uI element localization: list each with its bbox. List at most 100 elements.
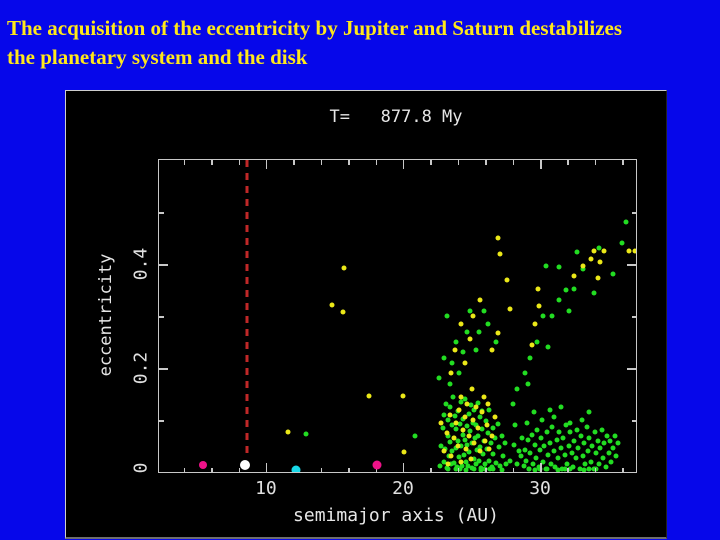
disk-particles-green-point [493, 460, 499, 466]
disk-particles-yellow-point [447, 412, 453, 418]
disk-particles-green-point [533, 455, 539, 461]
disk-particles-green-point [601, 440, 607, 446]
disk-particles-yellow-point [340, 309, 346, 315]
y-axis-tick [159, 420, 164, 422]
x-axis-tick [512, 467, 515, 472]
disk-particles-green-point [478, 467, 484, 472]
disk-particles-green-point [623, 219, 629, 225]
disk-particles-green-point [551, 448, 557, 454]
disk-particles-green-point [467, 308, 473, 314]
disk-particles-green-point [573, 455, 579, 461]
disk-particles-green-point [448, 461, 454, 467]
disk-particles-green-point [464, 423, 470, 429]
disk-particles-green-point [592, 429, 598, 435]
x-axis-tick [457, 467, 460, 472]
x-tick-label: 20 [392, 478, 414, 499]
disk-particles-green-point [524, 420, 530, 426]
disk-particles-green-point [525, 381, 531, 387]
disk-particles-green-point [516, 448, 522, 454]
disk-particles-green-point [527, 450, 533, 456]
disk-particles-green-point [545, 344, 551, 350]
disk-particles-green-point [577, 466, 583, 472]
disk-particles-green-point [303, 431, 309, 437]
slide-title: The acquisition of the eccentricity by J… [7, 14, 713, 72]
x-axis-tick [594, 467, 597, 472]
disk-particles-yellow-point [495, 235, 501, 241]
disk-particles-green-point [603, 464, 609, 470]
disk-particles-green-point [521, 463, 527, 469]
x-axis-tick [622, 467, 624, 472]
disk-particles-green-point [549, 424, 555, 430]
disk-particles-green-point [610, 445, 616, 451]
x-axis-tick [238, 160, 240, 165]
disk-particles-green-point [532, 442, 538, 448]
disk-particles-green-point [471, 466, 477, 472]
disk-particles-green-point [545, 452, 551, 458]
disk-particles-green-point [444, 313, 450, 319]
disk-particles-green-point [484, 446, 490, 452]
x-tick-label: 30 [529, 478, 551, 499]
disk-particles-yellow-point [466, 433, 472, 439]
disk-particles-green-point [555, 467, 561, 472]
disk-particles-green-point [567, 420, 573, 426]
x-axis-tick [430, 467, 432, 472]
disk-particles-green-point [563, 287, 569, 293]
disk-particles-green-point [575, 445, 581, 451]
disk-particles-yellow-point [481, 394, 487, 400]
disk-particles-green-point [499, 433, 505, 439]
disk-particles-green-point [462, 396, 468, 402]
x-axis-tick [293, 160, 295, 165]
disk-particles-green-point [582, 461, 588, 467]
disk-particles-green-point [606, 450, 612, 456]
disk-particles-green-point [600, 455, 606, 461]
disk-particles-yellow-point [632, 248, 636, 254]
disk-particles-green-point [466, 449, 472, 455]
disk-particles-green-point [480, 451, 486, 457]
disk-particles-green-point [454, 464, 460, 470]
y-axis-tick [627, 368, 636, 370]
disk-particles-green-point [453, 339, 459, 345]
disk-particles-green-point [441, 355, 447, 361]
x-axis-tick [183, 467, 186, 472]
disk-particles-green-point [615, 440, 621, 446]
disk-particles-green-point [468, 402, 474, 408]
disk-particles-green-point [445, 417, 451, 423]
disk-particles-green-point [483, 418, 489, 424]
disk-particles-yellow-point [595, 275, 601, 281]
disk-particles-yellow-point [453, 420, 459, 426]
disk-particles-green-point [564, 461, 570, 467]
disk-particles-green-point [458, 443, 464, 449]
disk-particles-green-point [523, 458, 529, 464]
disk-particles-yellow-point [458, 321, 464, 327]
disk-particles-green-point [596, 245, 602, 251]
disk-particles-green-point [556, 297, 562, 303]
planet-cyan [291, 465, 301, 472]
disk-particles-green-point [581, 440, 587, 446]
disk-particles-green-point [593, 450, 599, 456]
disk-particles-yellow-point [601, 248, 607, 254]
disk-particles-green-point [586, 409, 592, 415]
disk-particles-yellow-point [451, 435, 457, 441]
x-axis-tick [457, 160, 460, 165]
disk-particles-green-point [519, 435, 525, 441]
disk-particles-yellow-point [571, 273, 577, 279]
disk-particles-green-point [562, 466, 568, 472]
disk-particles-green-point [462, 437, 468, 443]
disk-particles-green-point [472, 435, 478, 441]
plot-time-label: T= 877.8 My [329, 107, 463, 127]
x-axis-tick [348, 160, 350, 165]
disk-particles-green-point [539, 417, 545, 423]
disk-particles-yellow-point [464, 401, 470, 407]
y-axis-tick [627, 264, 636, 266]
disk-particles-yellow-point [460, 427, 466, 433]
disk-particles-green-point [595, 438, 601, 444]
disk-particles-green-point [477, 444, 483, 450]
disk-particles-green-point [442, 446, 448, 452]
disk-particles-green-point [502, 440, 508, 446]
disk-particles-green-point [456, 454, 462, 460]
disk-particles-green-point [567, 429, 573, 435]
x-axis-tick [211, 160, 213, 165]
disk-particles-green-point [477, 414, 483, 420]
disk-particles-green-point [486, 407, 492, 413]
